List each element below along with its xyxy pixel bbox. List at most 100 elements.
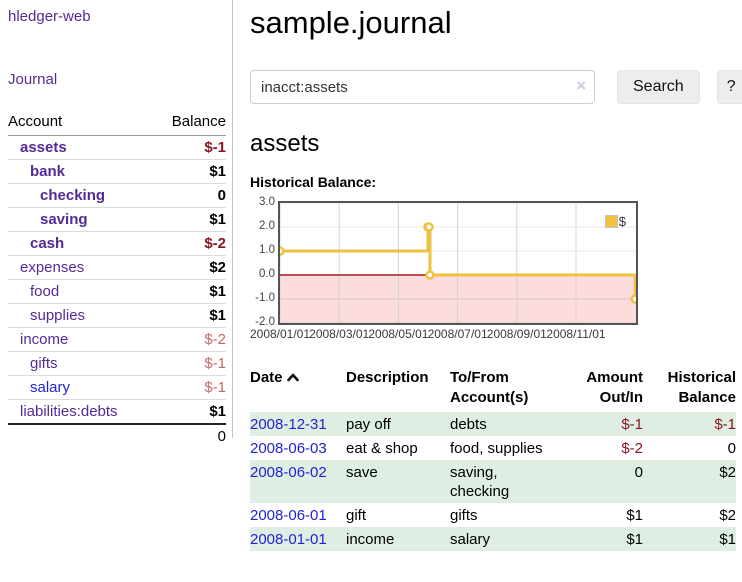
chart-title: Historical Balance: [250, 174, 377, 190]
account-balance: $-1 [153, 351, 226, 376]
sidebar-account-link[interactable]: income [20, 330, 69, 348]
transaction-date-link[interactable]: 2008-12-31 [250, 415, 327, 433]
register-balance-cell: $1 [719, 530, 736, 548]
sidebar-account-link[interactable]: gifts [30, 354, 58, 372]
help-button[interactable]: ? [716, 70, 742, 104]
account-name-cell: checking [8, 183, 154, 208]
sidebar-account-link[interactable]: liabilities:debts [20, 402, 118, 420]
search-button[interactable]: Search [617, 70, 700, 104]
x-axis-tick-label: 2008/07/01 [427, 327, 488, 341]
accounts-header-account: Account [8, 111, 154, 136]
account-balance: $-1 [204, 138, 226, 156]
transaction-date-link[interactable]: 2008-06-01 [250, 506, 327, 524]
register-row: 2008-06-01 gift gifts $1 $2 [250, 503, 736, 527]
sidebar-account-link[interactable]: assets [20, 138, 67, 156]
register-accounts-cell: gifts [450, 506, 478, 524]
y-axis-tick-label: 2.0 [259, 220, 275, 232]
register-table: Date Description To/From Account(s) Amou… [250, 366, 736, 551]
app-title-link[interactable]: hledger-web [8, 8, 91, 25]
register-date-cell: 2008-06-01 [250, 503, 346, 527]
account-name-cell: bank [8, 159, 154, 184]
x-axis-tick-label: 2008/09/01 [486, 327, 547, 341]
chart-x-labels: 2008/01/01 2008/03/01 2008/05/01 2008/07/01… [250, 327, 680, 343]
account-balance: $1 [153, 159, 226, 184]
y-axis-tick-label: 1.0 [259, 244, 275, 256]
sidebar-account-link[interactable]: supplies [30, 306, 86, 324]
accounts-header-row: Account Balance [8, 111, 226, 136]
page-title: sample.journal [250, 5, 452, 40]
register-date-cell: 2008-06-03 [250, 436, 346, 460]
clear-search-icon[interactable]: × [576, 76, 586, 95]
account-name-cell: expenses [8, 255, 154, 280]
sidebar-account-link[interactable]: salary [30, 378, 71, 396]
sidebar: hledger-web Journal Account Balance asse… [0, 0, 233, 448]
sidebar-item-journal[interactable]: Journal [8, 71, 58, 88]
register-header-accounts: To/From Account(s) [450, 369, 529, 406]
data-point-marker [424, 222, 434, 232]
account-name-cell: income [8, 327, 154, 352]
search-input-wrap: × [250, 70, 595, 104]
register-balance-cell: $2 [719, 506, 736, 524]
register-balance-cell: 0 [727, 439, 736, 457]
balance-chart: 3.0 2.0 1.0 0.0 -1.0 -2.0 $ 2008/01/01 2008/03… [250, 196, 742, 347]
account-row: checking 0 [8, 183, 226, 208]
accounts-total-row: 0 [8, 423, 226, 448]
sidebar-account-link[interactable]: checking [40, 186, 106, 204]
chart-plot-area: $ [278, 201, 638, 325]
register-description-cell: save [346, 463, 378, 481]
register-amount-cell: $1 [626, 530, 643, 548]
y-axis-tick-label: -1.0 [255, 292, 275, 304]
account-balance: $2 [153, 255, 226, 280]
account-row: salary $-1 [8, 375, 226, 400]
transaction-date-link[interactable]: 2008-01-01 [250, 530, 327, 548]
account-name-cell: saving [8, 207, 154, 232]
balance-chart-svg [280, 203, 636, 323]
data-point-marker [425, 270, 435, 280]
register-amount-cell: $1 [626, 506, 643, 524]
register-accounts-cell: saving, checking [450, 463, 510, 500]
accounts-header-balance: Balance [153, 111, 226, 136]
account-name-cell: supplies [8, 303, 154, 328]
register-header-description: Description [346, 369, 429, 386]
x-axis-tick-label: 2008/11/01 [546, 327, 606, 341]
register-date-cell: 2008-06-02 [250, 460, 346, 503]
register-header-date[interactable]: Date [250, 366, 346, 412]
register-table-body: 2008-12-31 pay off debts $-1 $-1 2008-06-03 ea… [250, 412, 736, 551]
account-balance: $-1 [153, 375, 226, 400]
account-balance: $1 [153, 279, 226, 304]
register-balance-cell: $-1 [714, 415, 736, 433]
account-name-cell: liabilities:debts [8, 399, 154, 424]
register-row: 2008-06-03 eat & shop food, supplies $-2 0 [250, 436, 736, 460]
account-balance: $-2 [153, 231, 226, 256]
sidebar-account-link[interactable]: expenses [20, 258, 85, 276]
transaction-date-link[interactable]: 2008-06-02 [250, 463, 327, 481]
register-row: 2008-01-01 income salary $1 $1 [250, 527, 736, 551]
register-header-balance: Historical Balance [667, 369, 736, 406]
transaction-date-link[interactable]: 2008-06-03 [250, 439, 327, 457]
account-row: food $1 [8, 279, 226, 304]
sidebar-account-link[interactable]: bank [30, 162, 66, 180]
account-balance: $1 [153, 207, 226, 232]
register-amount-cell: 0 [634, 463, 643, 481]
sidebar-account-link[interactable]: saving [40, 210, 88, 228]
accounts-table-body: assets $-1 bank $1 checking 0 saving $1 cash $-2 e… [8, 136, 226, 448]
sidebar-account-link[interactable]: food [30, 282, 60, 300]
register-header-row: Date Description To/From Account(s) Amou… [250, 366, 736, 412]
register-header-amount: Amount Out/In [586, 369, 643, 406]
register-date-cell: 2008-12-31 [250, 412, 346, 436]
account-balance: $-2 [153, 327, 226, 352]
accounts-table: Account Balance assets $-1 bank $1 checking 0… [8, 111, 226, 448]
register-description-cell: eat & shop [346, 439, 418, 457]
account-row: supplies $1 [8, 303, 226, 328]
register-accounts-cell: debts [450, 415, 487, 433]
accounts-total-balance: 0 [153, 423, 226, 448]
account-row: bank $1 [8, 159, 226, 184]
register-date-cell: 2008-01-01 [250, 527, 346, 551]
search-input[interactable] [250, 70, 595, 104]
sidebar-account-link[interactable]: cash [30, 234, 65, 252]
register-amount-cell: $-2 [621, 439, 643, 457]
main-content: sample.journal × Search ? assets Histori… [233, 0, 742, 582]
account-row: saving $1 [8, 207, 226, 232]
chart-legend: $ [604, 214, 626, 229]
legend-label: $ [618, 214, 626, 229]
